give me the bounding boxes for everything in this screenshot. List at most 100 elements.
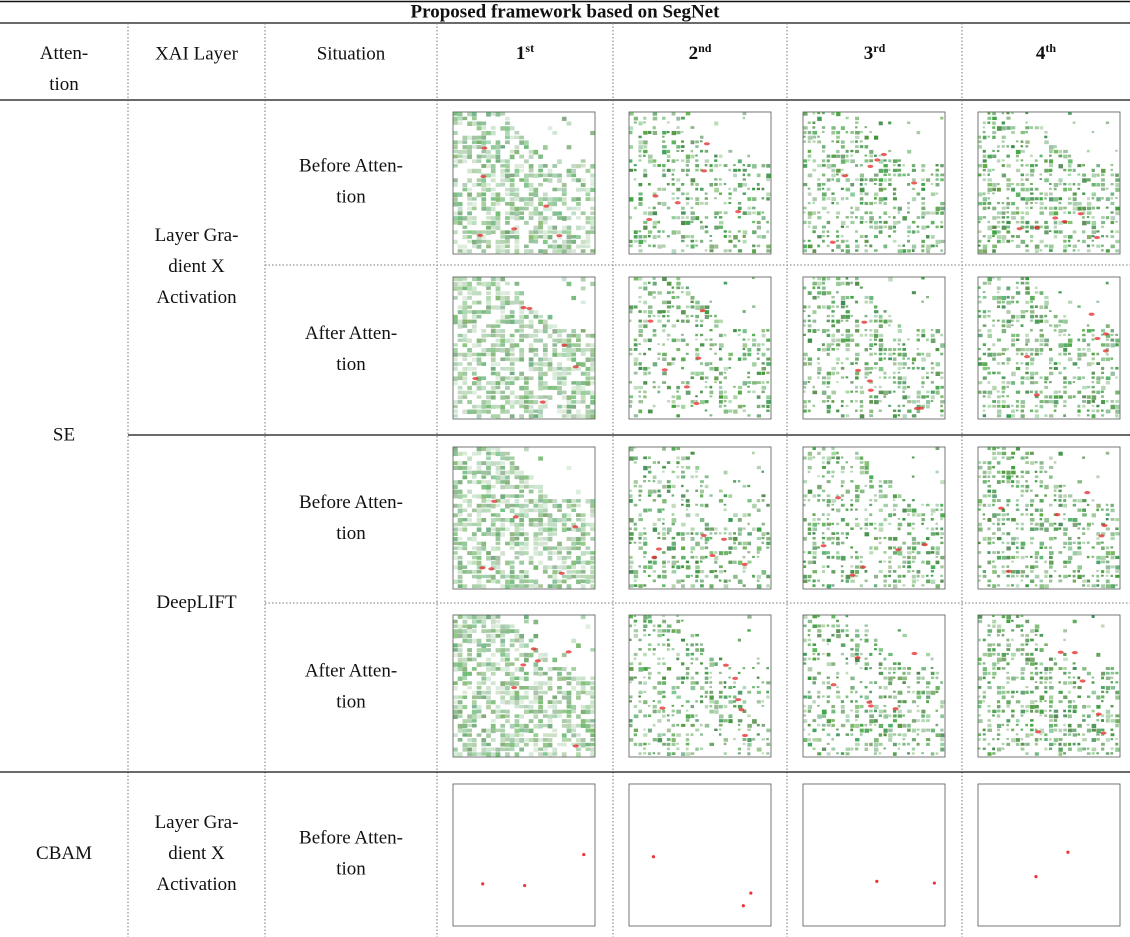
heatmap-cell: [1011, 324, 1013, 326]
heatmap-cell: [855, 207, 859, 211]
heatmap-cell: [562, 353, 567, 357]
heatmap-cell: [1021, 324, 1024, 327]
heatmap-cell: [757, 537, 761, 540]
heatmap-cell: [657, 391, 660, 394]
heatmap-cell: [486, 245, 491, 249]
heatmap-cell: [836, 532, 839, 534]
heatmap-cell: [1040, 178, 1042, 180]
heatmap-cell: [940, 532, 944, 535]
heatmap-cell: [757, 546, 762, 550]
heatmap-cell: [496, 282, 501, 286]
heatmap-cell: [538, 357, 543, 361]
heatmap-cell: [486, 639, 491, 642]
heatmap-cell: [978, 357, 981, 360]
heatmap-cell: [548, 230, 553, 233]
heatmap-cell: [533, 580, 538, 585]
heatmap-cell: [917, 348, 920, 350]
heatmap-cell: [638, 494, 641, 496]
heatmap-cell: [533, 315, 538, 319]
heatmap-cell: [519, 475, 524, 480]
heatmap-cell: [850, 150, 853, 152]
heatmap-cell: [590, 131, 595, 135]
heatmap-cell: [634, 485, 637, 487]
heatmap-cell: [638, 320, 641, 323]
heatmap-cell: [1025, 112, 1028, 114]
heatmap-cell: [719, 490, 723, 493]
heatmap-cell: [879, 315, 883, 319]
heatmap-cell: [667, 532, 670, 534]
heatmap-cell: [686, 499, 690, 503]
heatmap-cell: [543, 145, 548, 150]
heatmap-cell: [850, 556, 853, 559]
heatmap-cell: [581, 575, 586, 578]
heatmap-cell: [562, 183, 567, 187]
heatmap-cell: [766, 348, 769, 351]
heatmap-cell: [662, 357, 666, 361]
heatmap-cell: [926, 372, 929, 375]
heatmap-spot: [911, 181, 917, 184]
heatmap-cell: [562, 513, 567, 518]
heatmap-cell: [638, 329, 642, 333]
heatmap-cell: [567, 691, 572, 696]
heatmap-cell: [1002, 381, 1005, 384]
heatmap-cell: [458, 211, 463, 215]
heatmap-cell: [757, 226, 761, 230]
heatmap-cell: [496, 648, 501, 652]
heatmap-cell: [997, 235, 1001, 239]
heatmap-cell: [648, 207, 650, 209]
xai-layer-cell: DeepLIFT: [156, 592, 237, 613]
heatmap-cell: [1002, 542, 1005, 544]
heatmap-cell: [571, 414, 576, 418]
heatmap-cell: [681, 169, 685, 172]
heatmap-cell: [1049, 556, 1053, 559]
heatmap-cell: [552, 245, 557, 249]
heatmap-cell: [743, 381, 748, 385]
heatmap-spot: [675, 201, 681, 204]
heatmap-cell: [629, 353, 632, 356]
heatmap-cell: [983, 575, 987, 578]
heatmap-cell: [1035, 320, 1040, 324]
heatmap-cell: [936, 226, 939, 229]
heatmap-cell: [1092, 391, 1096, 394]
heatmap-cell: [567, 695, 572, 700]
heatmap-cell: [1063, 405, 1066, 407]
heatmap-cell: [1101, 556, 1106, 560]
heatmap-cell: [500, 249, 505, 252]
heatmap-cell: [586, 710, 591, 714]
heatmap-cell: [686, 169, 690, 172]
heatmap-cell: [638, 499, 641, 501]
heatmap-cell: [462, 658, 467, 662]
heatmap-cell: [643, 211, 647, 214]
heatmap-cell: [936, 532, 940, 535]
heatmap-cell: [467, 216, 472, 220]
heatmap-cell: [719, 386, 722, 389]
header-cell: 3rd: [864, 41, 886, 65]
heatmap-cell: [841, 188, 844, 190]
heatmap-cell: [1087, 414, 1090, 416]
heatmap-cell: [477, 527, 482, 531]
heatmap-cell: [893, 207, 896, 209]
heatmap-cell: [472, 584, 477, 588]
heatmap-cell: [519, 546, 524, 550]
heatmap-cell: [743, 343, 748, 347]
heatmap-cell: [827, 348, 830, 351]
heatmap-cell: [533, 353, 538, 357]
heatmap-cell: [581, 686, 586, 690]
heatmap-cell: [1077, 480, 1082, 483]
heatmap-cell: [752, 381, 757, 384]
heatmap-cell: [1040, 211, 1044, 214]
heatmap-cell: [1011, 343, 1015, 346]
heatmap-cell: [893, 192, 896, 195]
heatmap-cell: [676, 475, 679, 478]
heatmap-cell: [1021, 523, 1024, 526]
heatmap-cell: [850, 509, 852, 511]
heatmap-cell: [1063, 504, 1067, 508]
heatmap-cell: [510, 523, 515, 526]
heatmap-cell: [667, 400, 670, 402]
heatmap-cell: [917, 395, 921, 398]
heatmap-cell: [543, 499, 548, 503]
heatmap-cell: [836, 362, 839, 364]
heatmap-cell: [898, 575, 902, 578]
heatmap-cell: [686, 192, 689, 195]
heatmap-cell: [827, 518, 829, 520]
